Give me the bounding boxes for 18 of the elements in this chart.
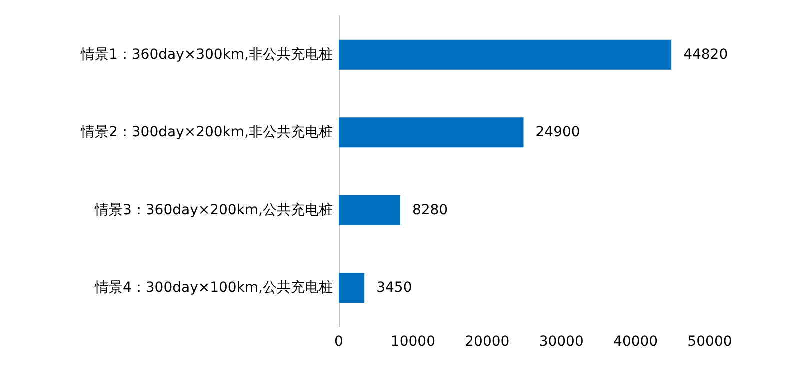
x-tick-label: 30000 [539,334,584,350]
bar [339,273,365,304]
y-tick-label: 情景1：360day×300km,非公共充电桩 [80,46,333,63]
bar [339,195,400,226]
bar [339,118,524,148]
data-label: 8280 [412,202,448,218]
y-tick-label: 情景3：360day×200km,公共充电桩 [94,202,333,218]
data-label: 3450 [376,280,412,296]
x-tick-label: 10000 [390,334,436,350]
x-tick-label: 40000 [614,334,658,350]
bar [339,40,672,70]
data-label: 24900 [536,124,580,141]
data-label: 44820 [684,46,728,63]
x-tick-label: 50000 [688,334,732,350]
y-tick-label: 情景2：300day×200km,非公共充电桩 [80,124,333,141]
y-tick-label: 情景4：300day×100km,公共充电桩 [94,280,333,296]
x-tick-label: 0 [334,334,344,350]
x-tick-label: 20000 [465,334,510,350]
